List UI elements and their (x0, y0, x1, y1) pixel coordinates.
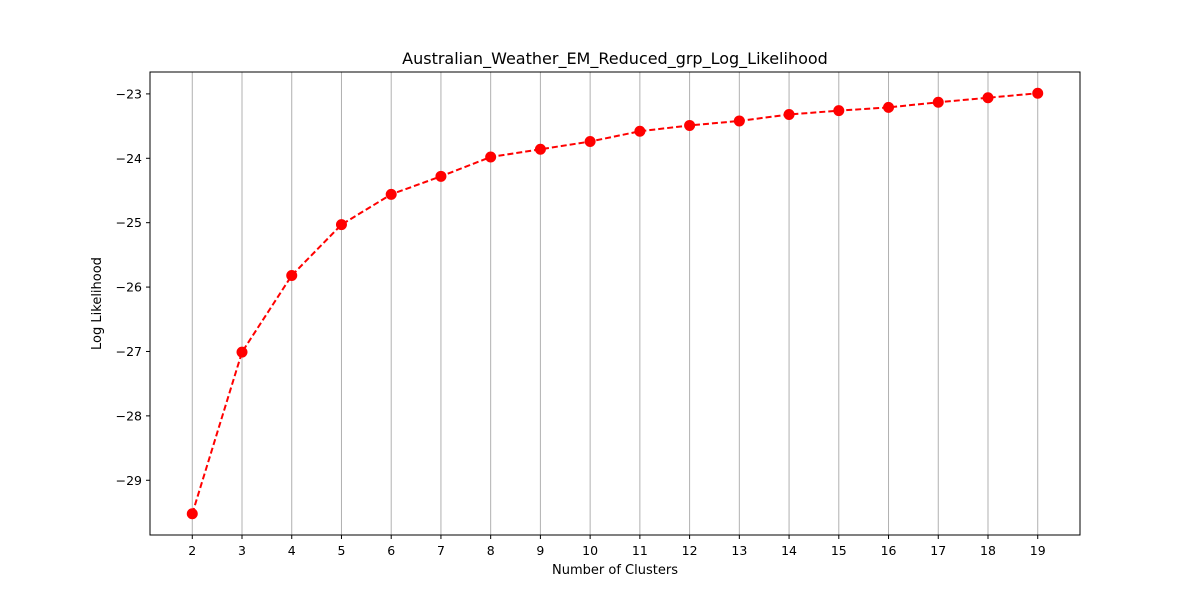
data-point (684, 119, 696, 131)
chart-title: Australian_Weather_EM_Reduced_grp_Log_Li… (402, 49, 828, 69)
data-points (186, 87, 1044, 520)
x-axis-ticks: 2 3 4 5 6 7 8 9 10 11 12 13 14 15 16 17 18 19 (188, 535, 1046, 558)
data-point (186, 508, 198, 520)
y-axis-ticks: −29 −28 −27 −26 −25 −24 −23 (116, 86, 150, 488)
data-point (236, 346, 248, 358)
x-tick-label: 3 (238, 543, 246, 558)
grid-lines (191, 72, 1039, 535)
data-point (485, 151, 497, 163)
data-point (733, 115, 745, 127)
y-tick-label: −23 (116, 86, 142, 101)
data-point (335, 219, 347, 231)
y-tick-label: −26 (116, 280, 142, 295)
data-point (286, 269, 298, 281)
data-point (833, 105, 845, 117)
y-axis-label: Log Likelihood (90, 257, 105, 350)
data-point (883, 101, 895, 113)
x-tick-label: 14 (781, 543, 797, 558)
data-point (982, 92, 994, 104)
x-tick-label: 6 (387, 543, 395, 558)
x-tick-label: 9 (536, 543, 544, 558)
x-tick-label: 17 (930, 543, 946, 558)
x-tick-label: 10 (582, 543, 598, 558)
x-axis-label: Number of Clusters (552, 563, 678, 578)
x-tick-label: 2 (188, 543, 196, 558)
data-point (932, 96, 944, 108)
x-tick-label: 5 (337, 543, 345, 558)
x-tick-label: 11 (632, 543, 648, 558)
y-tick-label: −29 (116, 473, 142, 488)
data-point (584, 136, 596, 148)
y-tick-label: −27 (116, 344, 142, 359)
plot-frame (149, 71, 1081, 536)
x-tick-label: 18 (980, 543, 996, 558)
data-point (385, 188, 397, 200)
x-tick-label: 8 (487, 543, 495, 558)
x-tick-label: 19 (1030, 543, 1046, 558)
y-tick-label: −28 (116, 408, 142, 423)
y-tick-label: −24 (116, 151, 142, 166)
data-point (783, 109, 795, 121)
data-point (1032, 87, 1044, 99)
x-tick-label: 4 (288, 543, 296, 558)
x-tick-label: 12 (682, 543, 698, 558)
x-tick-label: 7 (437, 543, 445, 558)
data-point (435, 170, 447, 182)
x-tick-label: 13 (731, 543, 747, 558)
data-point (634, 125, 646, 137)
y-tick-label: −25 (116, 215, 142, 230)
data-point (534, 143, 546, 155)
series-line (191, 92, 1038, 515)
x-tick-label: 16 (881, 543, 897, 558)
x-tick-label: 15 (831, 543, 847, 558)
